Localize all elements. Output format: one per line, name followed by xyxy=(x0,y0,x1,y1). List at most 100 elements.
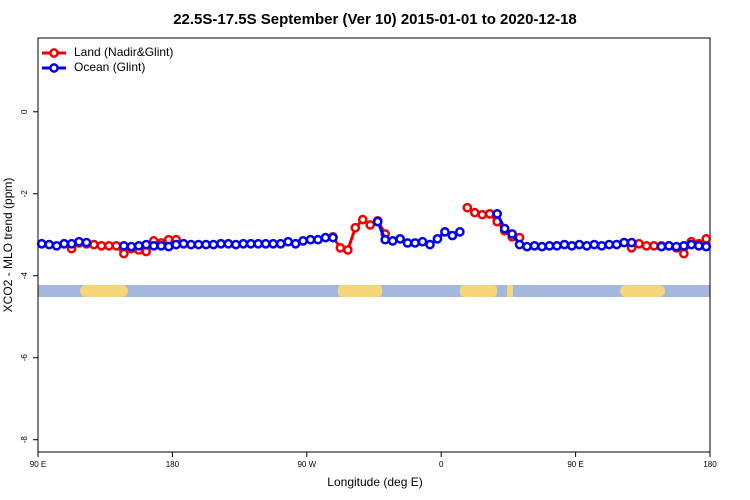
data-point xyxy=(395,234,405,244)
legend-label: Land (Nadir&Glint) xyxy=(74,45,173,59)
data-point xyxy=(626,237,637,248)
data-point xyxy=(671,241,682,252)
data-point xyxy=(567,240,577,251)
data-point xyxy=(372,216,383,227)
data-point xyxy=(649,240,659,251)
y-tick-label: -8 xyxy=(20,436,29,444)
data-point xyxy=(231,239,241,250)
y-tick-label: -4 xyxy=(20,272,29,280)
data-point xyxy=(589,239,600,250)
data-point xyxy=(455,227,465,237)
data-point xyxy=(701,234,712,244)
data-point xyxy=(514,239,525,250)
data-point xyxy=(156,240,167,251)
data-point xyxy=(163,241,174,252)
x-tick-label: 180 xyxy=(166,460,180,469)
data-point xyxy=(283,236,293,247)
data-point xyxy=(111,240,122,251)
legend-marker xyxy=(49,63,59,73)
data-point xyxy=(313,234,323,245)
data-point xyxy=(238,238,249,249)
data-point xyxy=(298,236,308,246)
data-point xyxy=(193,239,204,250)
data-point xyxy=(260,238,271,249)
chart-title: 22.5S-17.5S September (Ver 10) 2015-01-0… xyxy=(173,11,577,28)
data-point xyxy=(104,240,114,251)
data-point xyxy=(51,240,62,251)
data-point xyxy=(537,241,547,252)
land-strip xyxy=(338,285,382,297)
data-point xyxy=(126,241,137,252)
legend-label: Ocean (Glint) xyxy=(74,60,145,74)
data-point xyxy=(686,239,697,250)
land-strip xyxy=(460,285,497,297)
data-point xyxy=(664,240,674,251)
data-point xyxy=(186,239,196,250)
data-point xyxy=(119,240,129,251)
data-point xyxy=(148,240,159,251)
data-point xyxy=(380,234,391,245)
data-point xyxy=(507,229,517,239)
data-point xyxy=(499,223,510,234)
data-point xyxy=(410,238,420,248)
y-tick-label: 0 xyxy=(20,109,29,114)
data-point xyxy=(96,240,107,251)
data-point xyxy=(178,238,189,249)
data-point xyxy=(693,240,704,251)
data-point xyxy=(343,245,353,255)
data-point xyxy=(679,240,689,251)
x-tick-label: 0 xyxy=(439,460,444,469)
data-point xyxy=(119,248,129,259)
x-axis-label: Longitude (deg E) xyxy=(327,475,422,489)
data-point xyxy=(574,239,585,250)
data-point xyxy=(133,240,144,251)
x-tick-label: 90 E xyxy=(30,460,46,469)
data-point xyxy=(141,239,152,250)
data-point xyxy=(634,238,644,249)
data-point xyxy=(290,238,301,249)
data-point xyxy=(253,238,264,249)
data-point xyxy=(477,209,488,220)
data-point xyxy=(320,232,331,243)
data-point xyxy=(66,238,77,249)
land-strip xyxy=(80,285,128,297)
data-point xyxy=(305,234,316,245)
data-point xyxy=(679,248,689,259)
data-point xyxy=(208,239,219,250)
x-tick-label: 90 W xyxy=(297,460,316,469)
data-point xyxy=(462,202,473,213)
data-point xyxy=(641,240,652,251)
data-point xyxy=(44,239,55,250)
data-point xyxy=(440,227,450,237)
data-point xyxy=(529,240,540,251)
data-point xyxy=(223,238,234,249)
data-point xyxy=(365,220,376,230)
data-point xyxy=(611,239,622,250)
data-point xyxy=(89,239,99,250)
data-point xyxy=(245,238,256,249)
data-point xyxy=(469,207,480,218)
data-point xyxy=(275,238,286,249)
data-point xyxy=(522,241,532,252)
y-axis-label: XCO2 - MLO trend (ppm) xyxy=(1,178,15,313)
data-point xyxy=(268,238,279,249)
data-point xyxy=(484,208,495,219)
data-point xyxy=(216,238,226,249)
data-point xyxy=(552,240,562,251)
data-point xyxy=(596,240,607,251)
data-point xyxy=(544,240,555,251)
data-point xyxy=(74,236,84,247)
data-point xyxy=(432,234,443,244)
data-point xyxy=(425,239,435,250)
data-point xyxy=(201,239,211,250)
data-point xyxy=(402,238,413,248)
land-mask xyxy=(38,285,710,297)
data-point xyxy=(59,238,69,249)
legend-marker xyxy=(49,48,59,58)
data-point xyxy=(581,240,592,251)
data-point xyxy=(656,241,667,252)
data-point xyxy=(559,239,570,250)
data-point xyxy=(171,239,181,250)
data-point xyxy=(357,214,368,225)
